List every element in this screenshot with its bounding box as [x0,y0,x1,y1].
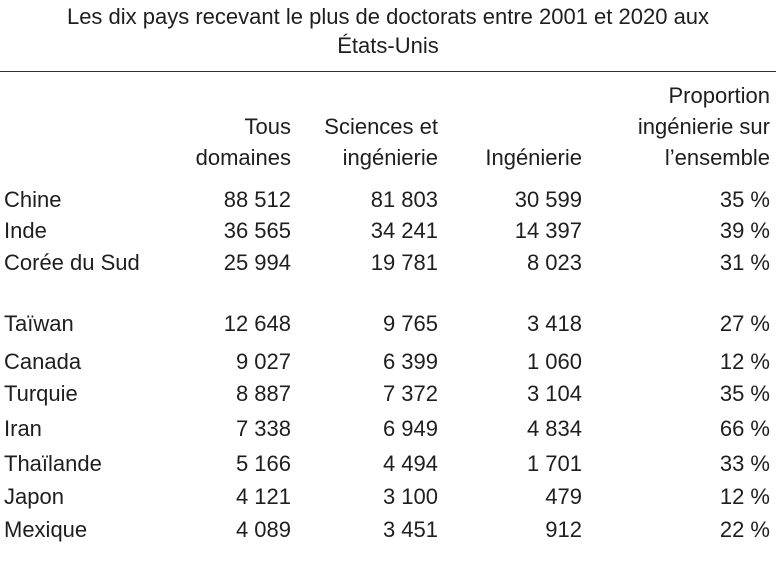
cell: 19 781 [370,250,438,275]
row-label-text: Iran [4,416,42,441]
cell: 31 % [719,250,770,275]
table-row: Chine 88 512 81 803 30 599 35 % [0,185,770,216]
row-label: Inde [0,216,160,248]
table-header: Tous domaines Sciences et ingénierie Ingén… [0,80,770,185]
cell: 3 418 [526,311,582,336]
cell: 5 166 [235,451,291,476]
cell: 81 803 [370,187,438,212]
header-cell: Proportion ingénierie sur l’ensemble [637,83,770,170]
cell: 12 % [719,484,770,509]
table-row: Corée du Sud 25 994 19 781 8 023 31 % [0,248,770,309]
row-label-text: Inde [4,218,47,243]
cell: 39 % [719,218,770,243]
title: Les dix pays recevant le plus de doctora… [66,4,710,58]
row-label: Chine [0,185,160,216]
header-cell: Tous domaines [195,114,291,170]
cell: 14 397 [514,218,582,243]
cell: 7 372 [382,381,438,406]
cell: 4 494 [382,451,438,476]
row-label-text: Japon [4,484,64,509]
header-row: Tous domaines Sciences et ingénierie Ingén… [0,80,770,185]
cell: 6 949 [382,416,438,441]
cell: 479 [545,484,582,509]
cell: 8 023 [526,250,582,275]
row-label-text: Chine [4,187,62,212]
cell: 1 701 [526,451,582,476]
cell: 1 060 [526,349,582,374]
cell: 12 648 [223,311,291,336]
cell: 4 834 [526,416,582,441]
cell: 4 121 [235,484,291,509]
table-row: Japon 4 121 3 100 479 12 % [0,482,770,515]
header-cell [0,80,160,185]
header-cell: Ingénierie [485,145,582,170]
cell: 7 338 [235,416,291,441]
row-label-text: Corée du Sud [4,250,140,275]
table-row: Inde 36 565 34 241 14 397 39 % [0,216,770,248]
cell: 912 [545,517,582,542]
cell: 30 599 [514,187,582,212]
table: Tous domaines Sciences et ingénierie Ingén… [0,80,770,548]
header-cell: Sciences et ingénierie [324,114,438,170]
cell: 35 % [719,187,770,212]
cell: 9 765 [382,311,438,336]
row-label: Turquie [0,379,160,414]
cell: 66 % [719,416,770,441]
row-label-text: Mexique [4,517,88,542]
row-label: Japon [0,482,160,515]
table-row: Thaïlande 5 166 4 494 1 701 33 % [0,449,770,482]
table-row: Turquie 8 887 7 372 3 104 35 % [0,379,770,414]
cell: 25 994 [223,250,291,275]
row-label-text: Turquie [4,381,78,406]
cell: 4 089 [235,517,291,542]
table-row: Taïwan 12 648 9 765 3 418 27 % [0,309,770,347]
cell: 3 451 [382,517,438,542]
table-row: Canada 9 027 6 399 1 060 12 % [0,347,770,379]
row-label: Canada [0,347,160,379]
cell: 8 887 [235,381,291,406]
row-label: Iran [0,414,160,449]
cell: 27 % [719,311,770,336]
cell: 34 241 [370,218,438,243]
cell: 9 027 [235,349,291,374]
row-label: Taïwan [0,309,160,347]
cell: 3 104 [526,381,582,406]
rule [0,71,776,72]
row-label-text: Thaïlande [4,451,102,476]
table-body: Chine 88 512 81 803 30 599 35 % Inde 36 565 34 … [0,185,770,548]
row-label-text: Taïwan [4,311,74,336]
cell: 88 512 [223,187,291,212]
row-label: Mexique [0,515,160,548]
row-label: Corée du Sud [0,248,160,309]
cell: 22 % [719,517,770,542]
table-row: Mexique 4 089 3 451 912 22 % [0,515,770,548]
cell: 35 % [719,381,770,406]
table-row: Iran 7 338 6 949 4 834 66 % [0,414,770,449]
cell: 33 % [719,451,770,476]
cell: 36 565 [223,218,291,243]
row-label: Thaïlande [0,449,160,482]
cell: 12 % [719,349,770,374]
row-label-text: Canada [4,349,82,374]
cell: 3 100 [382,484,438,509]
cell: 6 399 [382,349,438,374]
